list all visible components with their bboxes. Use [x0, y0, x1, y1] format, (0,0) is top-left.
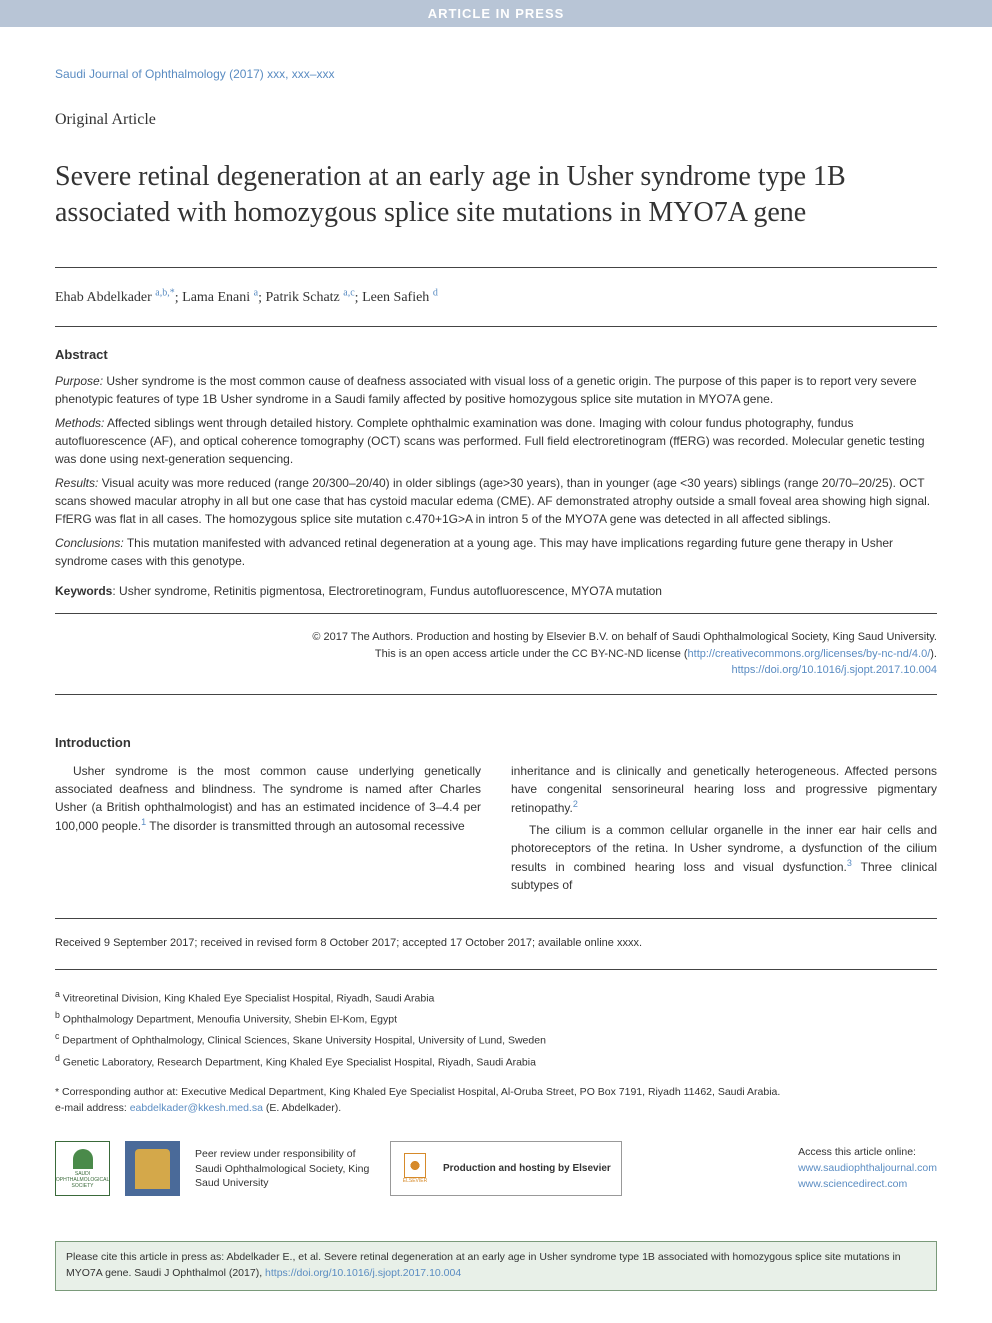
citation-box: Please cite this article in press as: Ab… [55, 1241, 937, 1291]
divider [55, 694, 937, 695]
article-type: Original Article [55, 111, 937, 129]
copyright-line-2: This is an open access article under the… [55, 646, 937, 663]
journal-reference[interactable]: Saudi Journal of Ophthalmology (2017) xx… [55, 67, 937, 81]
affiliation-a: a Vitreoretinal Division, King Khaled Ey… [55, 988, 937, 1007]
abstract-results: Results: Visual acuity was more reduced … [55, 474, 937, 528]
conclusions-label: Conclusions: [55, 536, 124, 550]
purpose-text: Usher syndrome is the most common cause … [55, 374, 917, 406]
society-name: SAUDI OPHTHALMOLOGICAL SOCIETY [56, 1171, 109, 1189]
doi-link[interactable]: https://doi.org/10.1016/j.sjopt.2017.10.… [732, 664, 938, 676]
journal-cover-icon [125, 1141, 180, 1196]
author-1: Ehab Abdelkader a,b,* [55, 290, 175, 305]
divider [55, 267, 937, 268]
email-link[interactable]: eabdelkader@kkesh.med.sa [130, 1102, 263, 1114]
affiliations-block: a Vitreoretinal Division, King Khaled Ey… [55, 969, 937, 1071]
hosting-text: Production and hosting by Elsevier [443, 1163, 611, 1174]
abstract-conclusions: Conclusions: This mutation manifested wi… [55, 534, 937, 570]
author-2: Lama Enani a [182, 290, 258, 305]
author-affiliation-ref[interactable]: a,c [343, 288, 354, 299]
author-name: Ehab Abdelkader [55, 290, 152, 305]
results-label: Results: [55, 476, 98, 490]
license-link[interactable]: http://creativecommons.org/licenses/by-n… [688, 648, 931, 660]
footer-logos: SAUDI OPHTHALMOLOGICAL SOCIETY Peer revi… [55, 1141, 937, 1196]
citation-text: Please cite this article in press as: Ab… [66, 1251, 901, 1279]
author-name: Patrik Schatz [266, 290, 340, 305]
elsevier-section: ELSEVIER Production and hosting by Elsev… [390, 1141, 622, 1196]
peer-review-text: Peer review under responsibility of Saud… [195, 1147, 375, 1191]
article-title: Severe retinal degeneration at an early … [55, 159, 937, 232]
email-name: (E. Abdelkader). [263, 1102, 341, 1114]
introduction-heading: Introduction [55, 735, 937, 750]
access-online: Access this article online: www.saudioph… [798, 1145, 937, 1192]
authors-list: Ehab Abdelkader a,b,*; Lama Enani a; Pat… [55, 288, 937, 307]
society-logo: SAUDI OPHTHALMOLOGICAL SOCIETY [55, 1141, 110, 1196]
author-4: Leen Safieh d [362, 290, 438, 305]
author-3: Patrik Schatz a,c [266, 290, 355, 305]
keywords-label: Keywords [55, 584, 112, 598]
affiliation-text: Department of Ophthalmology, Clinical Sc… [62, 1035, 546, 1047]
affiliation-c: c Department of Ophthalmology, Clinical … [55, 1030, 937, 1049]
license-intro: This is an open access article under the… [375, 648, 688, 660]
intro-column-2: inheritance and is clinically and geneti… [511, 762, 937, 898]
affiliation-b: b Ophthalmology Department, Menoufia Uni… [55, 1009, 937, 1028]
affiliation-text: Vitreoretinal Division, King Khaled Eye … [63, 992, 435, 1004]
methods-text: Affected siblings went through detailed … [55, 416, 925, 466]
affiliation-text: Genetic Laboratory, Research Department,… [63, 1056, 536, 1068]
purpose-label: Purpose: [55, 374, 103, 388]
article-dates: Received 9 September 2017; received in r… [55, 918, 937, 949]
corresponding-text: * Corresponding author at: Executive Med… [55, 1085, 937, 1101]
article-in-press-banner: ARTICLE IN PRESS [0, 0, 992, 27]
abstract-heading: Abstract [55, 347, 937, 362]
journal-cover-inner [135, 1149, 170, 1189]
elsevier-logo: ELSEVIER [395, 1146, 435, 1191]
ref-1[interactable]: 1 [141, 817, 146, 827]
keywords-text: : Usher syndrome, Retinitis pigmentosa, … [112, 584, 662, 598]
results-text: Visual acuity was more reduced (range 20… [55, 476, 930, 526]
affiliation-text: Ophthalmology Department, Menoufia Unive… [63, 1014, 397, 1026]
access-label: Access this article online: [798, 1145, 937, 1161]
divider [55, 613, 937, 614]
journal-site-link[interactable]: www.saudiophthaljournal.com [798, 1161, 937, 1177]
affiliation-d: d Genetic Laboratory, Research Departmen… [55, 1052, 937, 1071]
intro-p1-cont: The disorder is transmitted through an a… [149, 819, 465, 833]
ref-2[interactable]: 2 [573, 799, 578, 809]
citation-doi-link[interactable]: https://doi.org/10.1016/j.sjopt.2017.10.… [265, 1267, 461, 1279]
author-name: Lama Enani [182, 290, 250, 305]
license-close: ). [930, 648, 937, 660]
email-label: e-mail address: [55, 1102, 130, 1114]
abstract-purpose: Purpose: Usher syndrome is the most comm… [55, 372, 937, 408]
author-name: Leen Safieh [362, 290, 429, 305]
tree-icon [73, 1149, 93, 1169]
copyright-block: © 2017 The Authors. Production and hosti… [55, 629, 937, 679]
divider [55, 326, 937, 327]
intro-column-1: Usher syndrome is the most common cause … [55, 762, 481, 898]
sciencedirect-link[interactable]: www.sciencedirect.com [798, 1177, 937, 1193]
main-content: Saudi Journal of Ophthalmology (2017) xx… [0, 27, 992, 1231]
author-affiliation-ref[interactable]: a,b,* [155, 288, 174, 299]
keywords: Keywords: Usher syndrome, Retinitis pigm… [55, 584, 937, 598]
copyright-line-1: © 2017 The Authors. Production and hosti… [55, 629, 937, 646]
methods-label: Methods: [55, 416, 104, 430]
abstract-methods: Methods: Affected siblings went through … [55, 414, 937, 468]
author-affiliation-ref[interactable]: a [254, 288, 258, 299]
elsevier-tree-icon [404, 1153, 426, 1178]
corresponding-author: * Corresponding author at: Executive Med… [55, 1085, 937, 1117]
author-affiliation-ref[interactable]: d [433, 288, 438, 299]
introduction-body: Usher syndrome is the most common cause … [55, 762, 937, 898]
conclusions-text: This mutation manifested with advanced r… [55, 536, 893, 568]
elsevier-label: ELSEVIER [403, 1178, 427, 1184]
